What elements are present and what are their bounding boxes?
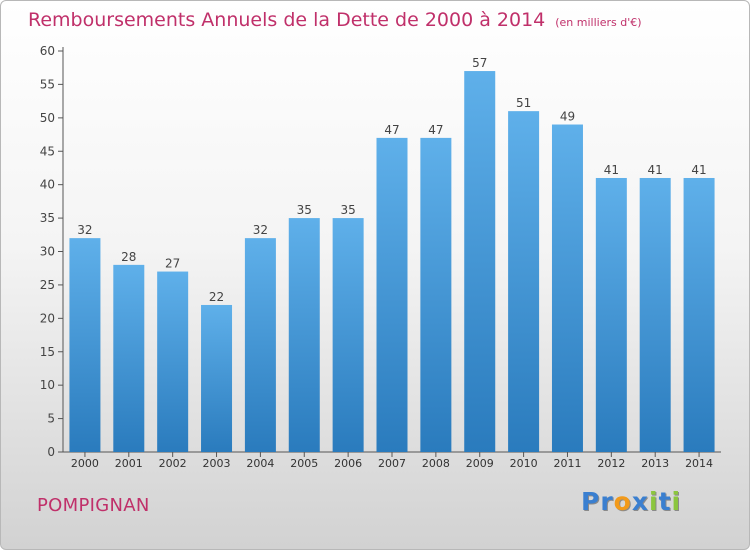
- y-tick-label: 0: [47, 445, 55, 459]
- data-label-2012: 41: [604, 163, 619, 177]
- y-tick-label: 5: [47, 412, 55, 426]
- data-label-2014: 41: [691, 163, 706, 177]
- data-label-2003: 22: [209, 290, 224, 304]
- x-tick-label-2011: 2011: [553, 457, 581, 470]
- logo-letter-6: i: [671, 487, 682, 516]
- bar-2011: [551, 124, 583, 453]
- y-tick-label: 60: [40, 44, 55, 58]
- y-tick-label: 35: [40, 211, 55, 225]
- bar-2004: [244, 238, 276, 452]
- logo-letter-1: r: [600, 487, 614, 516]
- x-tick-label-2008: 2008: [422, 457, 450, 470]
- x-tick-label-2000: 2000: [71, 457, 99, 470]
- y-tick-label: 50: [40, 111, 55, 125]
- x-tick-label-2013: 2013: [641, 457, 669, 470]
- logo-letter-4: i: [649, 487, 659, 516]
- y-tick-label: 30: [40, 245, 55, 259]
- chart-title-unit: (en milliers d'€): [555, 16, 642, 29]
- bar-2002: [157, 271, 189, 452]
- bar-2005: [288, 218, 320, 452]
- logo-letter-0: P: [581, 487, 601, 516]
- data-label-2011: 49: [560, 110, 575, 124]
- proxiti-logo: Proxiti: [581, 487, 681, 516]
- x-tick-label-2010: 2010: [510, 457, 538, 470]
- data-label-2008: 47: [428, 123, 443, 137]
- data-label-2004: 32: [253, 223, 268, 237]
- y-tick-label: 20: [40, 311, 55, 325]
- bar-2003: [201, 304, 233, 452]
- data-label-2009: 57: [472, 56, 487, 70]
- x-tick-label-2009: 2009: [466, 457, 494, 470]
- x-tick-label-2014: 2014: [685, 457, 713, 470]
- bar-2001: [113, 264, 145, 452]
- bar-2008: [420, 137, 452, 452]
- y-tick-label: 15: [40, 345, 55, 359]
- bar-2010: [508, 111, 540, 453]
- data-label-2007: 47: [384, 123, 399, 137]
- data-label-2010: 51: [516, 96, 531, 110]
- y-tick-label: 45: [40, 144, 55, 158]
- data-label-2001: 28: [121, 250, 136, 264]
- x-tick-label-2001: 2001: [115, 457, 143, 470]
- x-tick-label-2002: 2002: [159, 457, 187, 470]
- x-tick-label-2003: 2003: [203, 457, 231, 470]
- y-tick-label: 25: [40, 278, 55, 292]
- bars: [69, 71, 715, 453]
- y-tick-label: 55: [40, 77, 55, 91]
- logo-letter-2: o: [613, 487, 632, 516]
- bar-2009: [464, 71, 496, 453]
- bar-2006: [332, 218, 364, 452]
- x-tick-label-2006: 2006: [334, 457, 362, 470]
- y-tick-label: 10: [40, 378, 55, 392]
- chart-title-main: Remboursements Annuels de la Dette de 20…: [28, 9, 546, 31]
- data-label-2006: 35: [340, 203, 355, 217]
- bar-2012: [595, 177, 627, 452]
- bar-2014: [683, 177, 715, 452]
- bar-2007: [376, 137, 408, 452]
- x-tick-label-2012: 2012: [597, 457, 625, 470]
- y-tick-label: 40: [40, 178, 55, 192]
- data-label-2013: 41: [648, 163, 663, 177]
- x-tick-label-2004: 2004: [246, 457, 274, 470]
- data-labels: 32 28 27 22 32 35 35 47 47 57 51 49 41 41 41: [77, 56, 706, 304]
- logo-letter-5: t: [658, 487, 672, 516]
- town-name: POMPIGNAN: [37, 495, 150, 516]
- bar-2000: [69, 238, 101, 452]
- chart-title: Remboursements Annuels de la Dette de 20…: [28, 9, 642, 31]
- bar-2013: [639, 177, 671, 452]
- data-label-2002: 27: [165, 257, 180, 271]
- data-label-2005: 35: [297, 203, 312, 217]
- logo-letter-3: x: [631, 487, 649, 516]
- x-tick-label-2005: 2005: [290, 457, 318, 470]
- x-tick-label-2007: 2007: [378, 457, 406, 470]
- data-label-2000: 32: [77, 223, 92, 237]
